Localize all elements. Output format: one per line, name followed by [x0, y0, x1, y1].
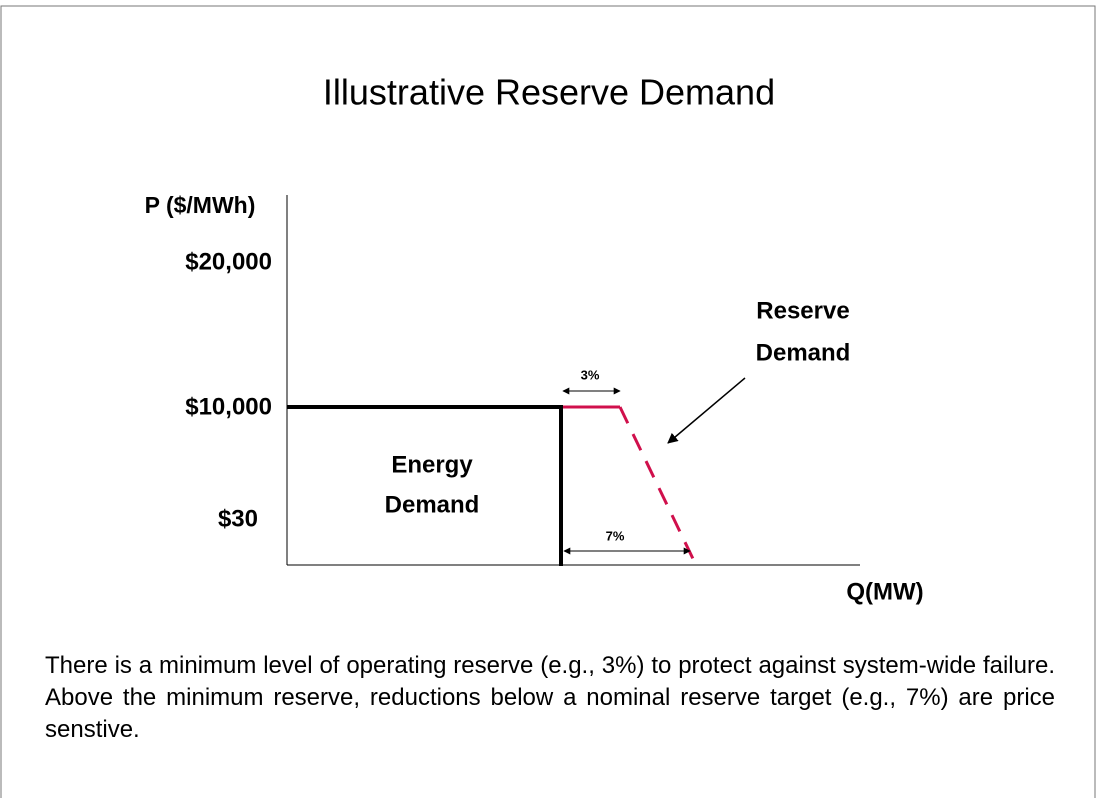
min-reserve-label: 3%: [581, 367, 600, 382]
energy-label: Energy: [391, 451, 473, 478]
reserve-label: Demand: [756, 339, 851, 366]
reserve-label: Reserve: [756, 297, 849, 324]
slide-border: [0, 5, 1096, 798]
title: Illustrative Reserve Demand: [323, 72, 775, 113]
energy-label: Demand: [385, 491, 480, 518]
y-label: $20,000: [185, 248, 272, 275]
y-label: $10,000: [185, 393, 272, 420]
y-label: $30: [218, 505, 258, 532]
caption: There is a minimum level of operating re…: [45, 652, 1055, 743]
energy-demand-curve: [287, 405, 563, 566]
reserve-pointer: [667, 377, 746, 444]
target-reserve-label: 7%: [606, 528, 625, 543]
y-axis-label: P ($/MWh): [145, 192, 256, 218]
x-axis-label: Q(MW): [846, 578, 923, 605]
